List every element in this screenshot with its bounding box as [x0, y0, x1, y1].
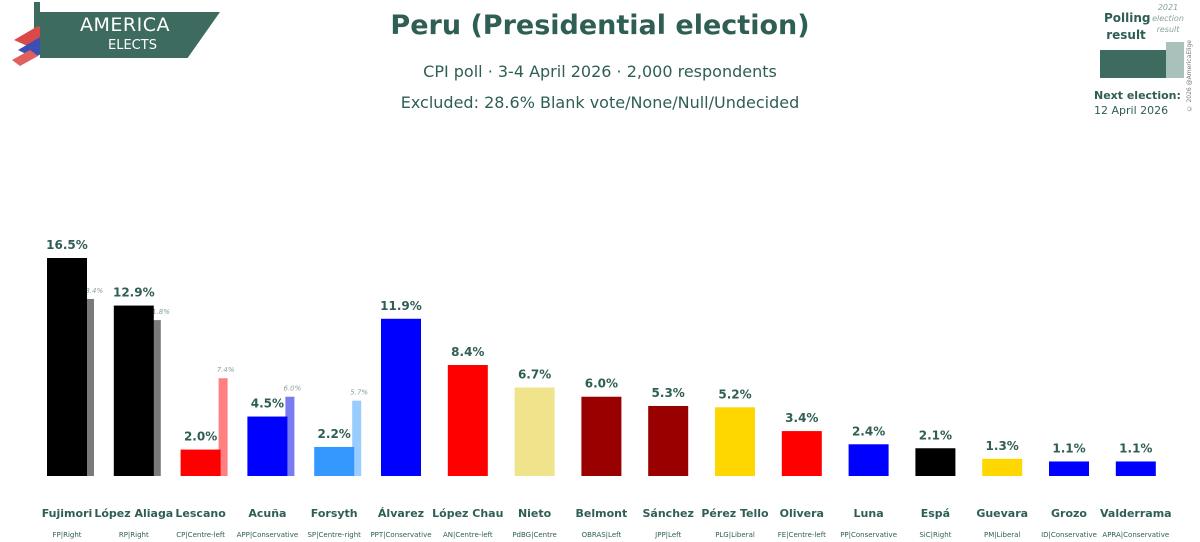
chart-title: Peru (Presidential election)	[390, 10, 810, 41]
bar-espa	[915, 448, 956, 476]
party-label-olivera: FE|Centre-left	[778, 531, 826, 539]
party-label-acuna: APP|Conservative	[237, 531, 299, 539]
value-label-belmont: 6.0%	[585, 377, 618, 391]
party-label-guevara: PM|Liberal	[984, 531, 1020, 539]
next-election: Next election: 12 April 2026	[1094, 88, 1181, 118]
bar-2021-lescano	[218, 378, 228, 476]
party-label-espa: SiC|Right	[919, 531, 951, 539]
america-elects-logo: AMERICA ELECTS	[0, 0, 230, 70]
bar-2021-label-acuna: 6.0%	[284, 385, 302, 393]
legend-polling-swatch	[1100, 50, 1166, 78]
logo-text-elects: ELECTS	[108, 38, 157, 53]
bar-2021-label-fujimori: 13.4%	[81, 287, 104, 295]
candidate-name-luna: Luna	[854, 507, 884, 520]
value-label-fujimori: 16.5%	[46, 238, 88, 252]
value-label-olivera: 3.4%	[785, 411, 818, 425]
value-label-guevara: 1.3%	[986, 439, 1019, 453]
bar-perez-tello	[715, 407, 755, 476]
candidate-name-lopez-chau: López Chau	[432, 507, 503, 520]
logo-band	[40, 12, 220, 58]
value-label-acuna: 4.5%	[251, 397, 284, 411]
candidate-name-forsyth: Forsyth	[311, 507, 358, 520]
bar-2021-forsyth	[352, 400, 362, 476]
logo-text-america: AMERICA	[80, 14, 170, 36]
value-label-lopez-chau: 8.4%	[451, 345, 484, 359]
bar-lopez-chau	[447, 365, 488, 476]
candidate-name-espa: Espá	[921, 507, 950, 520]
party-label-fujimori: FP|Right	[52, 531, 81, 539]
candidate-name-acuna: Acuña	[248, 507, 286, 520]
party-label-valderrama: APRA|Conservative	[1102, 531, 1169, 539]
candidate-name-valderrama: Valderrama	[1100, 507, 1172, 520]
bar-luna	[848, 444, 889, 476]
party-label-sanchez: JPP|Left	[654, 531, 681, 539]
value-label-alvarez: 11.9%	[380, 299, 422, 313]
party-label-alvarez: PPT|Conservative	[370, 531, 431, 539]
bar-olivera	[781, 431, 822, 476]
bar-2021-acuna	[285, 396, 295, 476]
legend-polling-label: Polling result	[1104, 11, 1151, 42]
candidate-name-alvarez: Álvarez	[378, 507, 424, 520]
bar-alvarez	[381, 318, 421, 476]
poll-info: CPI poll · 3-4 April 2026 · 2,000 respon…	[423, 62, 777, 81]
candidate-name-belmont: Belmont	[576, 507, 628, 520]
bar-nieto	[514, 387, 555, 476]
value-label-grozo: 1.1%	[1052, 441, 1085, 455]
value-label-forsyth: 2.2%	[318, 427, 351, 441]
bar-2021-label-lopez-aliaga: 11.8%	[148, 308, 171, 316]
value-label-sanchez: 5.3%	[652, 386, 685, 400]
next-election-label: Next election:	[1094, 89, 1181, 102]
party-label-lopez-aliaga: RP|Right	[119, 531, 149, 539]
party-label-lopez-chau: AN|Centre-left	[443, 531, 493, 539]
party-label-belmont: OBRAS|Left	[582, 531, 622, 539]
party-label-luna: PP|Conservative	[840, 531, 897, 539]
value-label-nieto: 6.7%	[518, 367, 551, 381]
bar-lescano	[180, 449, 221, 476]
value-label-lescano: 2.0%	[184, 430, 217, 444]
bar-valderrama	[1115, 461, 1156, 476]
bar-sanchez	[648, 405, 689, 476]
bar-2021-lopez-aliaga	[151, 320, 161, 476]
legend-previous-swatch	[1166, 42, 1184, 78]
bar-lopez-aliaga	[113, 305, 154, 476]
bar-forsyth	[314, 446, 355, 476]
next-election-date: 12 April 2026	[1094, 104, 1169, 117]
party-label-nieto: PdBG|Centre	[512, 531, 557, 539]
candidate-name-olivera: Olivera	[780, 507, 824, 520]
candidate-name-nieto: Nieto	[518, 507, 552, 520]
value-label-luna: 2.4%	[852, 424, 885, 438]
bar-2021-label-lescano: 7.4%	[217, 366, 235, 374]
candidate-name-guevara: Guevara	[976, 507, 1028, 520]
bar-2021-label-forsyth: 5.7%	[350, 389, 368, 397]
candidate-name-lescano: Lescano	[175, 507, 226, 520]
value-label-perez-tello: 5.2%	[718, 387, 751, 401]
bar-grozo	[1049, 461, 1089, 476]
candidate-name-grozo: Grozo	[1051, 507, 1087, 520]
bar-fujimori	[47, 258, 87, 476]
bar-belmont	[581, 396, 622, 476]
value-label-espa: 2.1%	[919, 428, 952, 442]
excluded-info: Excluded: 28.6% Blank vote/None/Null/Und…	[400, 93, 800, 112]
bar-2021-fujimori	[85, 298, 94, 476]
party-label-grozo: ID|Conservative	[1041, 531, 1097, 539]
value-label-valderrama: 1.1%	[1119, 441, 1152, 455]
party-label-forsyth: SP|Centre-right	[307, 531, 361, 539]
candidate-name-fujimori: Fujimori	[42, 507, 93, 520]
value-label-lopez-aliaga: 12.9%	[113, 286, 155, 300]
bar-acuna	[247, 416, 288, 476]
party-label-lescano: CP|Centre-left	[176, 531, 225, 539]
bar-guevara	[982, 458, 1023, 476]
party-label-perez-tello: PLG|Liberal	[715, 531, 755, 539]
candidate-name-perez-tello: Pérez Tello	[701, 507, 769, 520]
candidate-name-sanchez: Sánchez	[643, 507, 694, 520]
legend-previous-label: 2021 election result	[1152, 3, 1184, 34]
candidate-name-lopez-aliaga: López Aliaga	[94, 507, 173, 520]
